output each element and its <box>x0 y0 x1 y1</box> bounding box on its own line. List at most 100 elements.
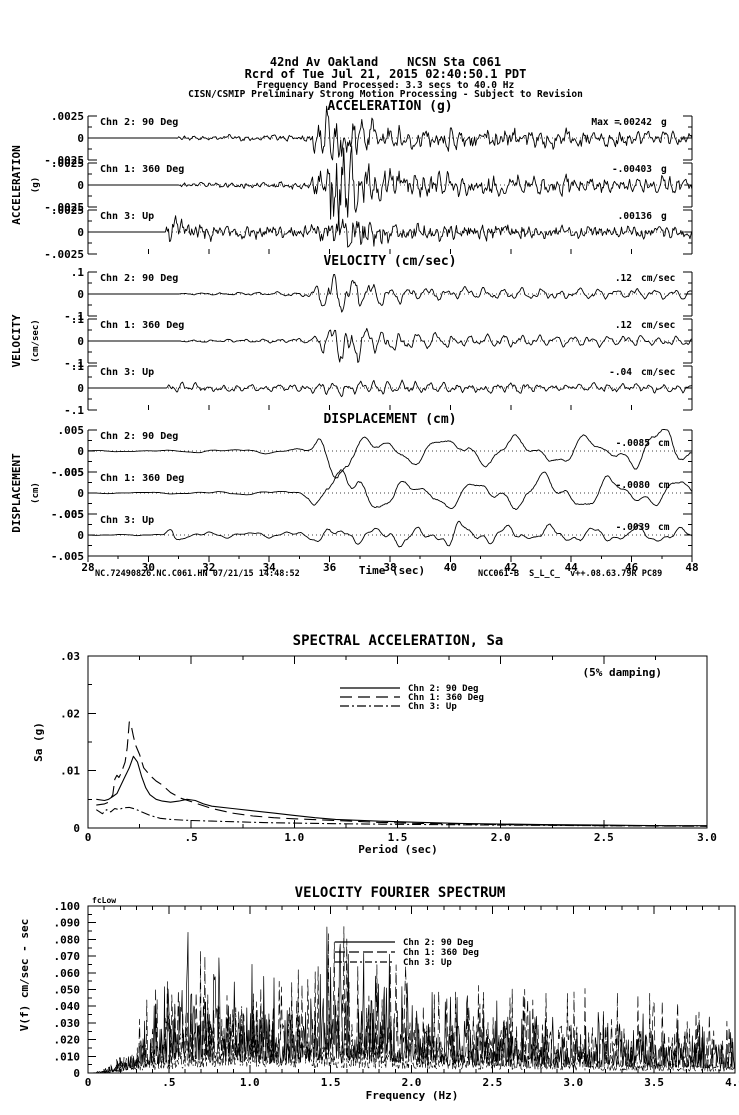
time-tick-label: 30 <box>142 561 155 574</box>
fourier-ytick-label: .070 <box>54 950 81 963</box>
fourier-ytick-label: .090 <box>54 917 81 930</box>
acceleration-axis-unit: (g) <box>31 177 41 193</box>
ytick-label: 0 <box>77 529 84 542</box>
sa-xaxis-title: Period (sec) <box>358 843 437 856</box>
sa-curve-2 <box>96 721 708 827</box>
fourier-yaxis-title: V(f) cm/sec - sec <box>18 919 31 1032</box>
max-unit: cm/sec <box>641 273 675 284</box>
velocity-channel-label: Chn 3: Up <box>100 367 154 378</box>
sa-ytick-label: .01 <box>60 765 80 778</box>
displacement-waveform-3 <box>88 520 693 548</box>
max-unit: cm/sec <box>641 367 675 378</box>
velocity-title: VELOCITY (cm/sec) <box>323 254 456 269</box>
max-unit: g <box>661 164 667 175</box>
velocity-waveform-1 <box>88 273 692 313</box>
displacement-title: DISPLACEMENT (cm) <box>323 412 456 427</box>
displacement-axis-unit: (cm) <box>31 482 41 504</box>
velocity-axis-label: VELOCITY <box>10 314 23 367</box>
sa-xtick-label: 3.0 <box>697 831 717 844</box>
max-unit: cm <box>658 480 670 491</box>
legend-label: Chn 1: 360 Deg <box>403 948 479 958</box>
max-value: .12 <box>615 320 632 331</box>
max-unit: g <box>661 211 667 222</box>
fc-low-label: fcLow <box>92 896 116 905</box>
frequency-band-line: Frequency Band Processed: 3.3 secs to 40… <box>256 80 515 91</box>
record-id-footnote: NC.72490826.NC.C061.HN 07/21/15 14:48:52 <box>95 569 300 579</box>
ytick-label: 0 <box>77 445 84 458</box>
ytick-label: .0025 <box>51 157 84 170</box>
ytick-label: -.0025 <box>44 248 84 261</box>
ytick-label: .1 <box>71 266 85 279</box>
ytick-label: 0 <box>77 132 84 145</box>
ytick-label: 0 <box>77 382 84 395</box>
fourier-xaxis-title: Frequency (Hz) <box>366 1089 459 1102</box>
time-tick-label: 38 <box>383 561 396 574</box>
velocity-axis-unit: (cm/sec) <box>31 319 41 362</box>
fourier-ytick-label: .040 <box>54 1000 81 1013</box>
time-axis-title: Time (sec) <box>359 564 425 577</box>
acceleration-waveform-3 <box>88 215 693 248</box>
legend-label: Chn 3: Up <box>408 702 457 712</box>
sa-xtick-label: 1.5 <box>388 831 408 844</box>
fourier-xtick-label: 1.0 <box>240 1076 260 1089</box>
fourier-ytick-label: .060 <box>54 967 81 980</box>
max-unit: cm <box>658 438 670 449</box>
processing-id-footnote: NCC061-B S_L_C_ v++.08.63.79R PC89 <box>478 569 663 579</box>
ytick-label: 0 <box>77 335 84 348</box>
acceleration-title: ACCELERATION (g) <box>327 99 452 114</box>
ytick-label: -.005 <box>51 550 84 563</box>
displacement-channel-label: Chn 3: Up <box>100 515 154 526</box>
max-unit: cm/sec <box>641 320 675 331</box>
fourier-xtick-label: 3.0 <box>563 1076 583 1089</box>
max-unit: g <box>661 117 667 128</box>
time-tick-label: 42 <box>504 561 517 574</box>
displacement-axis-label: DISPLACEMENT <box>10 453 23 533</box>
time-tick-label: 32 <box>202 561 215 574</box>
sa-xtick-label: 2.0 <box>491 831 511 844</box>
sa-curve-3 <box>95 806 708 827</box>
max-unit: cm <box>658 522 670 533</box>
displacement-waveform-1 <box>88 428 693 479</box>
fourier-xtick-label: .5 <box>162 1076 175 1089</box>
acceleration-axis-label: ACCELERATION <box>10 145 23 224</box>
fourier-ytick-label: .080 <box>54 933 81 946</box>
time-tick-label: 36 <box>323 561 337 574</box>
acceleration-channel-label: Chn 3: Up <box>100 211 154 222</box>
ytick-label: .1 <box>71 360 85 373</box>
legend-label: Chn 2: 90 Deg <box>403 938 473 948</box>
max-value: .00136 <box>618 211 653 222</box>
plot-frame <box>87 655 708 829</box>
fourier-xtick-label: 2.0 <box>402 1076 422 1089</box>
fourier-spectrum-2 <box>88 926 736 1074</box>
displacement-waveform-2 <box>87 469 693 511</box>
velocity-channel-label: Chn 2: 90 Deg <box>100 273 178 284</box>
max-value: -.0080 <box>616 480 651 491</box>
time-tick-label: 28 <box>81 561 94 574</box>
ytick-label: .0025 <box>51 204 84 217</box>
time-tick-label: 48 <box>685 561 698 574</box>
acceleration-waveform-2 <box>88 145 693 225</box>
time-tick-label: 40 <box>444 561 457 574</box>
fourier-xtick-label: 3.5 <box>644 1076 664 1089</box>
displacement-channel-label: Chn 2: 90 Deg <box>100 431 178 442</box>
ytick-label: -.1 <box>64 357 84 370</box>
sa-xtick-label: 1.0 <box>284 831 304 844</box>
max-value: -.04 <box>609 367 632 378</box>
fourier-title: VELOCITY FOURIER SPECTRUM <box>295 885 506 901</box>
fourier-ytick-label: .020 <box>54 1034 81 1047</box>
ytick-label: .005 <box>58 466 85 479</box>
sa-xtick-label: 0 <box>85 831 92 844</box>
max-value: .12 <box>615 273 632 284</box>
sa-curve-1 <box>96 755 707 827</box>
fourier-ytick-label: .010 <box>54 1050 81 1063</box>
ytick-label: -.005 <box>51 466 84 479</box>
fourier-ytick-label: .050 <box>54 984 81 997</box>
ytick-label: -.1 <box>64 404 84 417</box>
ytick-label: -.1 <box>64 310 84 323</box>
ytick-label: 0 <box>77 179 84 192</box>
max-value: -.0039 <box>616 522 651 533</box>
ytick-label: -.0025 <box>44 154 84 167</box>
ytick-label: .005 <box>58 508 85 521</box>
